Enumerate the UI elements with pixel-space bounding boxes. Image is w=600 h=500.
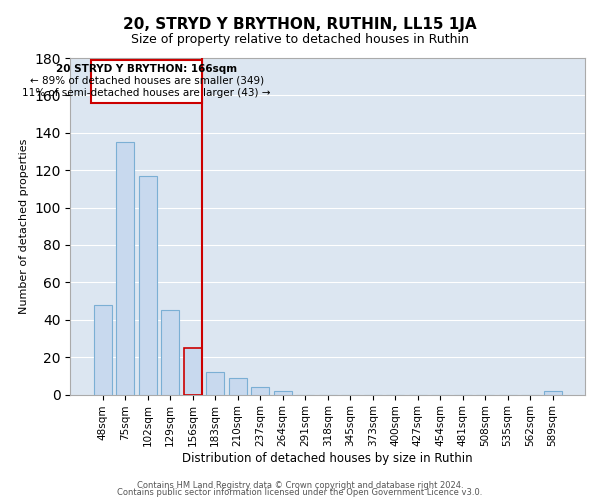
Bar	[251, 387, 269, 394]
Bar	[116, 142, 134, 395]
Bar	[544, 391, 562, 394]
Bar	[161, 310, 179, 394]
Text: 11% of semi-detached houses are larger (43) →: 11% of semi-detached houses are larger (…	[22, 88, 271, 98]
Y-axis label: Number of detached properties: Number of detached properties	[19, 138, 29, 314]
Bar	[206, 372, 224, 394]
X-axis label: Distribution of detached houses by size in Ruthin: Distribution of detached houses by size …	[182, 452, 473, 465]
FancyBboxPatch shape	[91, 60, 202, 103]
Text: 20, STRYD Y BRYTHON, RUTHIN, LL15 1JA: 20, STRYD Y BRYTHON, RUTHIN, LL15 1JA	[123, 18, 477, 32]
Text: 20 STRYD Y BRYTHON: 166sqm: 20 STRYD Y BRYTHON: 166sqm	[56, 64, 237, 74]
Text: Contains HM Land Registry data © Crown copyright and database right 2024.: Contains HM Land Registry data © Crown c…	[137, 480, 463, 490]
Bar	[229, 378, 247, 394]
Bar	[274, 391, 292, 394]
Text: ← 89% of detached houses are smaller (349): ← 89% of detached houses are smaller (34…	[29, 76, 263, 86]
Bar	[94, 305, 112, 394]
Text: Size of property relative to detached houses in Ruthin: Size of property relative to detached ho…	[131, 32, 469, 46]
Bar	[184, 348, 202, 395]
Text: Contains public sector information licensed under the Open Government Licence v3: Contains public sector information licen…	[118, 488, 482, 497]
Bar	[139, 176, 157, 394]
